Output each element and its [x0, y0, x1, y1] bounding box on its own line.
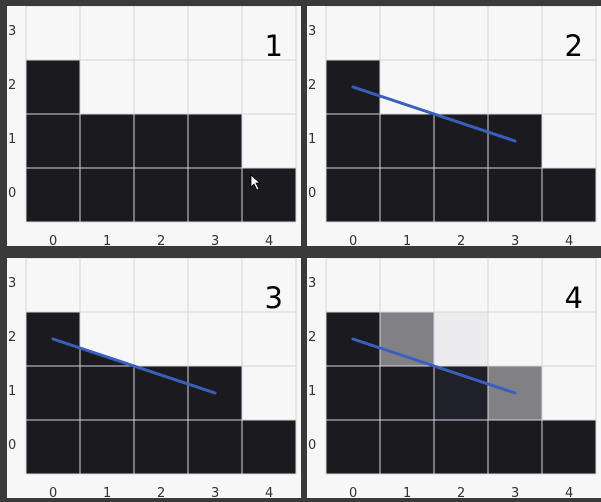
x-tick-label: 4 [265, 486, 274, 501]
y-tick-label: 3 [308, 276, 317, 291]
cell-dark [488, 168, 542, 222]
y-tick-label: 0 [8, 186, 17, 201]
x-tick-label: 0 [349, 486, 358, 501]
y-tick-label: 3 [8, 276, 17, 291]
panel-1: 1 0 1 2 3 4 0 1 2 3 [7, 6, 301, 249]
x-tick-label: 2 [457, 486, 466, 501]
blue-line [351, 337, 517, 395]
cell-dark [134, 168, 188, 222]
panel-2-number: 2 [564, 29, 583, 63]
y-tick-label: 1 [8, 132, 17, 147]
cell-dark [542, 168, 596, 222]
x-tick-label: 1 [103, 234, 112, 249]
y-tick-label: 1 [8, 384, 17, 399]
cell-dark [80, 420, 134, 474]
cell-dark [380, 114, 434, 168]
cell-dark [380, 420, 434, 474]
x-tick-label: 3 [511, 486, 520, 501]
y-tick-label: 3 [308, 24, 317, 39]
cell-dark [188, 168, 242, 222]
blue-line [51, 337, 217, 395]
panel-1-graphic [25, 6, 297, 223]
cell-dark [26, 114, 80, 168]
blue-line [351, 85, 517, 143]
cell-dark [134, 420, 188, 474]
x-tick-label: 4 [565, 486, 574, 501]
cell-dark [242, 168, 296, 222]
panel-2: 2 0 1 2 3 4 0 1 2 3 [307, 6, 601, 249]
panel-3-graphic [25, 258, 297, 475]
cell-dark [80, 114, 134, 168]
cell-dark [326, 366, 380, 420]
y-tick-label: 0 [308, 438, 317, 453]
cell-dark [488, 420, 542, 474]
x-tick-label: 3 [511, 234, 520, 249]
y-tick-label: 2 [8, 78, 17, 93]
y-tick-label: 3 [8, 24, 17, 39]
panel-3: 3 0 1 2 3 4 0 1 2 3 [7, 258, 301, 501]
x-tick-label: 2 [157, 486, 166, 501]
x-tick-label: 4 [265, 234, 274, 249]
cell-dark [134, 114, 188, 168]
y-tick-label: 1 [308, 132, 317, 147]
cell-dark [380, 168, 434, 222]
y-tick-label: 2 [8, 330, 17, 345]
x-tick-label: 1 [403, 486, 412, 501]
cell-dark [26, 60, 80, 114]
cell-dark [26, 168, 80, 222]
x-tick-label: 3 [211, 486, 220, 501]
cell-dark [26, 420, 80, 474]
x-tick-label: 2 [157, 234, 166, 249]
cell-light_gray [434, 312, 488, 366]
panel-4-number: 4 [564, 281, 583, 315]
panel-1-number: 1 [264, 29, 283, 63]
x-tick-label: 3 [211, 234, 220, 249]
cell-dark [188, 114, 242, 168]
cell-dark [380, 366, 434, 420]
cell-dark [326, 168, 380, 222]
panel-3-number: 3 [264, 281, 283, 315]
x-tick-label: 1 [403, 234, 412, 249]
cell-dark [242, 420, 296, 474]
y-tick-label: 0 [308, 186, 317, 201]
cell-dark [434, 168, 488, 222]
x-tick-label: 0 [49, 486, 58, 501]
cell-dark [434, 420, 488, 474]
x-tick-label: 0 [349, 234, 358, 249]
cell-dark [326, 114, 380, 168]
y-tick-label: 0 [8, 438, 17, 453]
cell-dark [542, 420, 596, 474]
panel-2-graphic [325, 6, 597, 223]
mouse-cursor-icon [250, 174, 262, 191]
cell-dark [188, 420, 242, 474]
y-tick-label: 1 [308, 384, 317, 399]
panel-4-graphic [325, 258, 597, 475]
x-tick-label: 1 [103, 486, 112, 501]
y-tick-label: 2 [308, 78, 317, 93]
x-tick-label: 0 [49, 234, 58, 249]
cell-dark [80, 168, 134, 222]
panel-4: 4 0 1 2 3 4 0 1 2 3 [307, 258, 601, 501]
x-tick-label: 2 [457, 234, 466, 249]
x-tick-label: 4 [565, 234, 574, 249]
y-tick-label: 2 [308, 330, 317, 345]
cell-dark [326, 420, 380, 474]
